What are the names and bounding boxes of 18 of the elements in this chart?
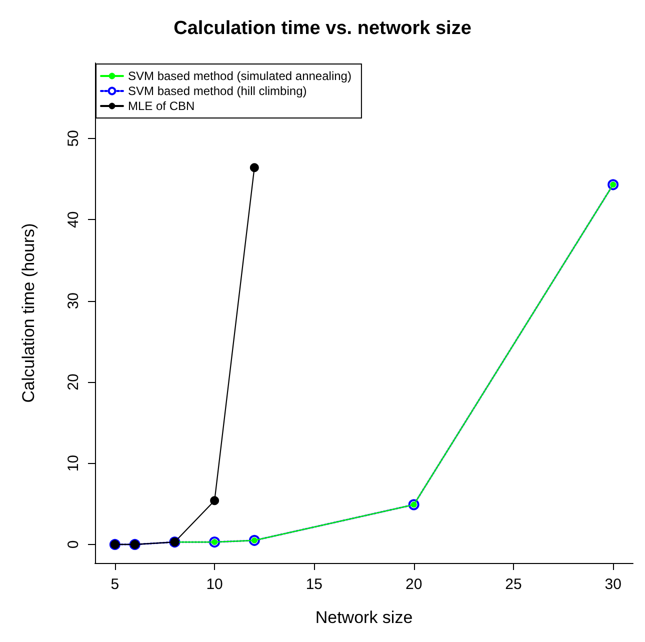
chart-title: Calculation time vs. network size: [174, 18, 472, 39]
y-tick-label: 20: [65, 374, 82, 390]
y-tick-label: 30: [65, 292, 82, 310]
y-tick-label: 10: [65, 454, 82, 472]
legend-label: MLE of CBN: [128, 99, 195, 113]
y-tick-label: 40: [65, 211, 82, 228]
y-tick-label: 50: [65, 130, 82, 147]
x-tick-label: 15: [306, 576, 323, 593]
y-axis-title: Calculation time (hours): [19, 223, 38, 403]
y-tick-label: 0: [65, 540, 82, 549]
legend-label: SVM based method (hill climbing): [128, 84, 307, 98]
x-tick-label: 5: [110, 576, 120, 593]
x-tick-label: 20: [405, 576, 422, 593]
x-tick-label: 10: [206, 576, 223, 593]
x-tick-label: 25: [505, 576, 522, 593]
legend-label: SVM based method (simulated annealing): [128, 69, 352, 83]
x-tick-label: 30: [604, 576, 622, 593]
x-axis-title: Network size: [315, 608, 413, 627]
